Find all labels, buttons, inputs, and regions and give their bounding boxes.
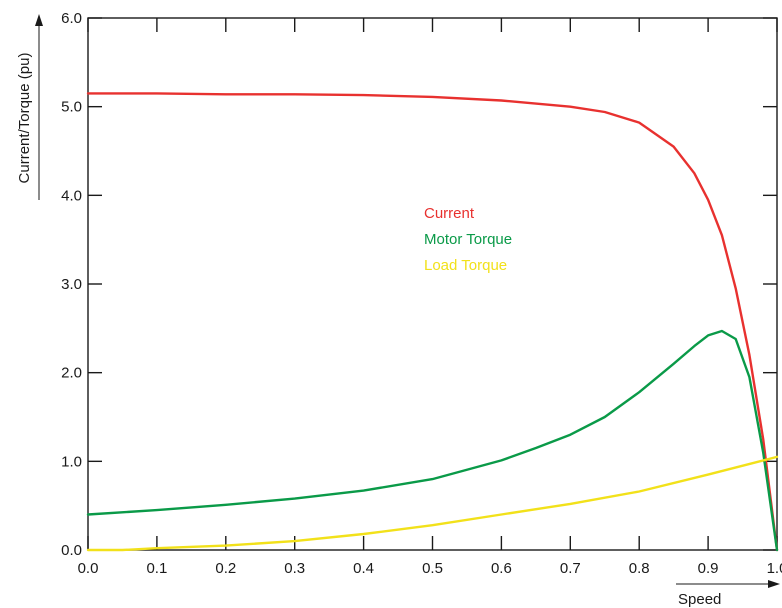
legend-entry-load-torque: Load Torque xyxy=(424,257,507,274)
series-line-load-torque xyxy=(86,455,779,552)
y-tick-label: 0.0 xyxy=(61,542,82,559)
legend-entry-motor-torque: Motor Torque xyxy=(424,231,512,248)
x-tick-label: 0.6 xyxy=(491,560,512,577)
x-tick-label: 0.3 xyxy=(284,560,305,577)
x-tick-label: 0.8 xyxy=(629,560,650,577)
y-tick-label: 4.0 xyxy=(61,187,82,204)
x-tick-label: 0.7 xyxy=(560,560,581,577)
y-tick-label: 2.0 xyxy=(61,365,82,382)
series-line-motor-torque xyxy=(86,329,779,552)
x-tick-label: 0.2 xyxy=(215,560,236,577)
y-axis-title: Current/Torque (pu) xyxy=(16,14,43,200)
y-tick-label: 6.0 xyxy=(61,10,82,27)
x-tick-label: 0.4 xyxy=(353,560,374,577)
series-group xyxy=(86,92,779,552)
x-axis-arrowhead xyxy=(768,580,780,588)
y-tick-label: 1.0 xyxy=(61,453,82,470)
y-axis-arrowhead xyxy=(35,14,43,26)
x-tick-label: 1.0 xyxy=(767,560,782,577)
series-line-current xyxy=(86,92,779,552)
ticks-group: 0.0 0.1 0.2 0.3 0.4 0.5 0.6 0.7 0.8 0.9 1.0 0.0 1.0 2… xyxy=(61,10,782,577)
x-tick-label: 0.0 xyxy=(78,560,99,577)
x-axis-label: Speed xyxy=(678,591,721,608)
y-tick-label: 5.0 xyxy=(61,99,82,116)
x-tick-label: 0.1 xyxy=(146,560,167,577)
x-axis-title: Speed xyxy=(676,580,780,608)
x-tick-label: 0.9 xyxy=(698,560,719,577)
legend: Current Motor Torque Load Torque xyxy=(424,205,512,274)
y-tick-label: 3.0 xyxy=(61,276,82,293)
y-axis-label: Current/Torque (pu) xyxy=(16,53,33,184)
x-tick-label: 0.5 xyxy=(422,560,443,577)
legend-entry-current: Current xyxy=(424,205,475,222)
